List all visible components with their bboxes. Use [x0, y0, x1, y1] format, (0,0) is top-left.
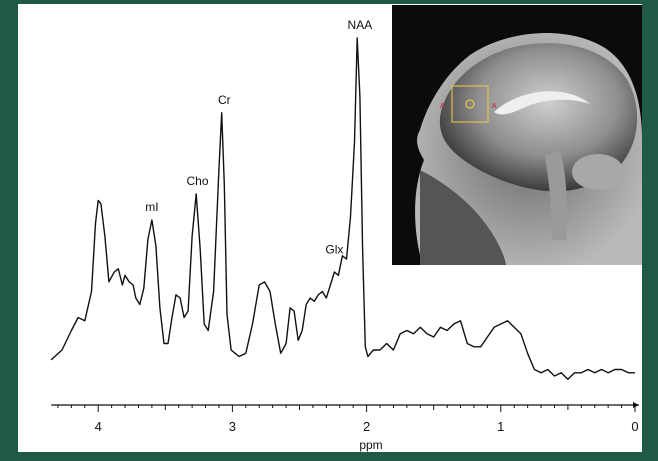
spectrum-line [50, 37, 635, 380]
x-axis-label: ppm [359, 438, 382, 452]
x-tick-label: 4 [95, 419, 102, 434]
x-tick-label: 3 [229, 419, 236, 434]
marker-label-right: A [492, 103, 497, 110]
spectrum-series [50, 37, 635, 380]
peak-label-naa: NAA [348, 18, 373, 32]
marker-label-left: A [440, 103, 445, 110]
voxel-center-marker [465, 99, 475, 109]
x-tick-label: 1 [497, 419, 504, 434]
corpus-callosum-icon [494, 91, 590, 115]
x-axis: 4 3 2 1 0 [51, 402, 639, 434]
x-tick-label: 0 [631, 419, 638, 434]
voxel-box [451, 85, 489, 123]
peak-label-mi: mI [145, 200, 158, 214]
cerebellum-icon [572, 154, 624, 190]
brain-icon [439, 43, 638, 192]
peak-label-glx: Glx [325, 242, 343, 256]
peak-annotations: NAA Cr Cho mI Glx [145, 18, 372, 256]
brain-mri-inset: A A [392, 5, 642, 265]
face-region-icon [420, 170, 506, 265]
x-tick-label: 2 [363, 419, 370, 434]
brainstem-icon [545, 150, 567, 240]
peak-label-cho: Cho [187, 174, 209, 188]
peak-label-cr: Cr [218, 93, 231, 107]
